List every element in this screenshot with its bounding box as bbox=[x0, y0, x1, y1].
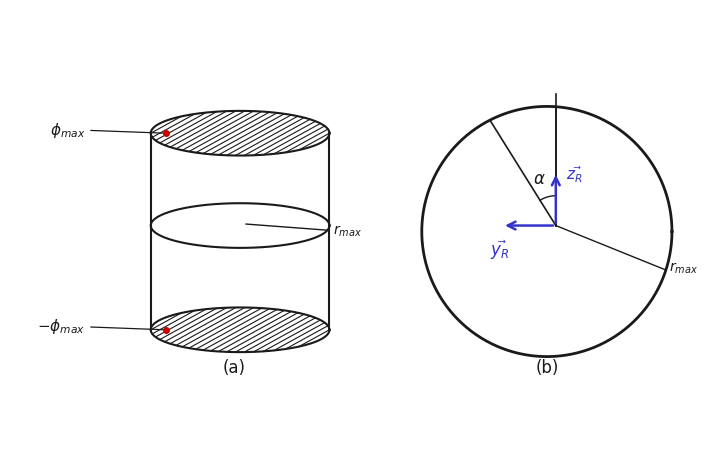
Text: $\alpha$: $\alpha$ bbox=[533, 170, 546, 188]
Text: $-\phi_{max}$: $-\phi_{max}$ bbox=[37, 317, 163, 336]
Text: $\phi_{max}$: $\phi_{max}$ bbox=[50, 121, 163, 140]
Text: (a): (a) bbox=[223, 359, 246, 377]
Text: $\vec{y_R}$: $\vec{y_R}$ bbox=[490, 239, 509, 263]
Text: $r_{max}$: $r_{max}$ bbox=[669, 261, 698, 276]
Text: $\vec{z_R}$: $\vec{z_R}$ bbox=[567, 164, 583, 185]
Text: $r_{max}$: $r_{max}$ bbox=[334, 224, 362, 239]
Text: (b): (b) bbox=[535, 359, 559, 377]
